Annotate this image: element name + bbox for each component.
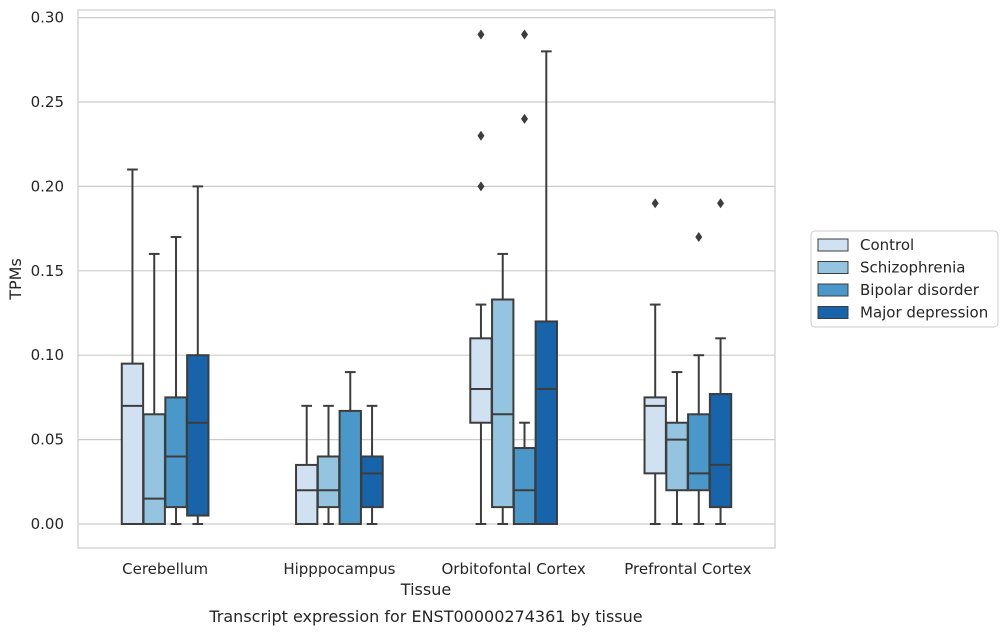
- y-tick-labels: 0.00 0.05 0.10 0.15 0.20 0.25 0.30: [31, 9, 64, 533]
- x-tick-labels: Cerebellum Hipppocampus Orbitofontal Corte…: [122, 560, 751, 578]
- y-tick-label: 0.00: [31, 515, 64, 533]
- x-tick-label: Cerebellum: [122, 560, 208, 578]
- box-bipolar-disorder: [338, 371, 362, 525]
- x-tick-label: Prefrontal Cortex: [624, 560, 751, 578]
- outlier-point: [477, 130, 485, 141]
- x-axis-label: Tissue: [400, 580, 451, 599]
- outlier-point: [521, 113, 529, 124]
- box-schizophrenia: [491, 252, 515, 525]
- box-body: [534, 320, 558, 525]
- box-body: [512, 447, 537, 526]
- y-tick-label: 0.20: [31, 177, 64, 195]
- box-body: [643, 396, 667, 475]
- x-tick-label: Hipppocampus: [283, 560, 395, 578]
- box-body: [316, 455, 341, 509]
- y-tick-label: 0.15: [31, 262, 64, 280]
- box-bipolar-disorder: [164, 236, 188, 525]
- outlier-point: [477, 29, 485, 40]
- legend-label: Major depression: [860, 304, 988, 322]
- y-tick-label: 0.10: [31, 346, 64, 364]
- box-schizophrenia: [665, 371, 689, 525]
- box-body: [120, 362, 145, 526]
- box-body: [665, 421, 689, 492]
- box-body: [469, 337, 493, 424]
- box-bipolar-disorder: [687, 232, 711, 525]
- box-body: [142, 413, 166, 525]
- outlier-point: [695, 232, 703, 243]
- box-body: [708, 393, 733, 509]
- box-major-depression: [360, 404, 384, 525]
- boxes: [120, 29, 733, 526]
- y-tick-label: 0.25: [31, 93, 64, 111]
- outlier-point: [521, 29, 529, 40]
- box-control: [643, 198, 667, 525]
- chart-caption: Transcript expression for ENST0000027436…: [208, 607, 642, 626]
- x-tick-label: Orbitofontal Cortex: [442, 560, 586, 578]
- box-schizophrenia: [142, 252, 166, 525]
- y-tick-label: 0.30: [31, 9, 64, 27]
- box-body: [491, 298, 515, 509]
- outlier-point: [651, 198, 659, 209]
- box-body: [338, 409, 362, 525]
- box-body: [687, 413, 711, 492]
- legend-swatch: [817, 261, 849, 274]
- outlier-point: [717, 198, 725, 209]
- legend-swatch: [817, 306, 849, 319]
- box-control: [469, 29, 493, 525]
- box-control: [295, 404, 319, 526]
- box-body: [186, 354, 210, 517]
- y-tick-label: 0.05: [31, 431, 64, 449]
- box-major-depression: [708, 198, 733, 525]
- legend-label: Schizophrenia: [860, 259, 965, 277]
- legend-label: Control: [860, 236, 914, 254]
- box-control: [120, 168, 145, 526]
- box-body: [295, 463, 319, 526]
- legend-swatch: [817, 238, 849, 252]
- plot-frame: [77, 9, 776, 549]
- box-schizophrenia: [316, 404, 341, 525]
- legend-label: Bipolar disorder: [860, 281, 980, 299]
- legend-swatch: [817, 283, 849, 297]
- outlier-point: [477, 181, 485, 192]
- box-major-depression: [186, 185, 210, 525]
- y-axis-label: TPMs: [6, 258, 25, 301]
- legend-box: [810, 230, 999, 328]
- legend: Control Schizophrenia Bipolar disorder Majo…: [810, 230, 999, 328]
- box-body: [164, 396, 188, 509]
- box-body: [360, 455, 384, 509]
- box-major-depression: [534, 50, 558, 525]
- box-bipolar-disorder: [512, 29, 537, 526]
